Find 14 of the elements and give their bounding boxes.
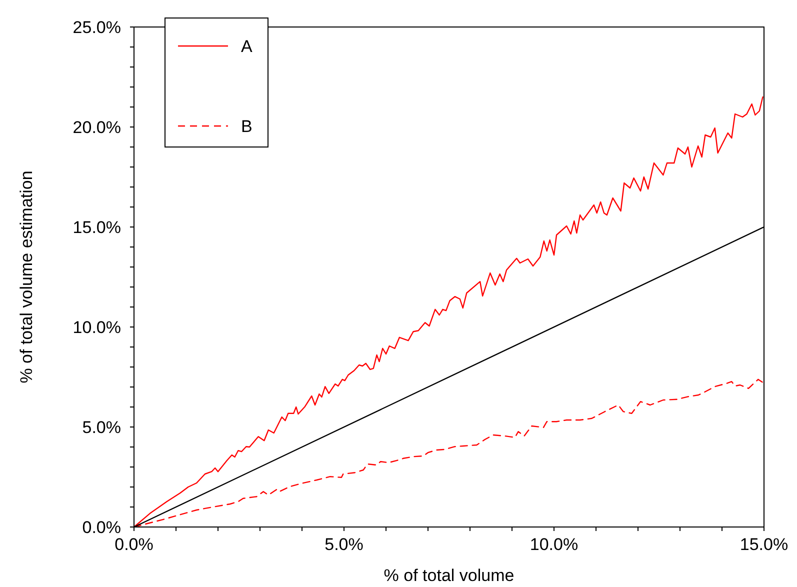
x-tick-label: 0.0% [114, 535, 154, 554]
x-tick-label: 5.0% [324, 535, 364, 554]
y-tick-label: 0.0% [82, 518, 121, 537]
y-tick-label: 10.0% [72, 318, 121, 337]
x-tick-label: 10.0% [530, 535, 578, 554]
y-tick-label: 25.0% [72, 18, 121, 37]
x-tick-label: 15.0% [740, 535, 788, 554]
y-tick-label: 5.0% [82, 418, 121, 437]
y-axis-title: % of total volume estimation [17, 170, 36, 384]
legend-label: A [241, 37, 253, 56]
y-tick-label: 15.0% [72, 218, 121, 237]
x-axis-title: % of total volume [384, 566, 514, 585]
y-tick-label: 20.0% [72, 118, 121, 137]
legend-label: B [241, 117, 252, 136]
